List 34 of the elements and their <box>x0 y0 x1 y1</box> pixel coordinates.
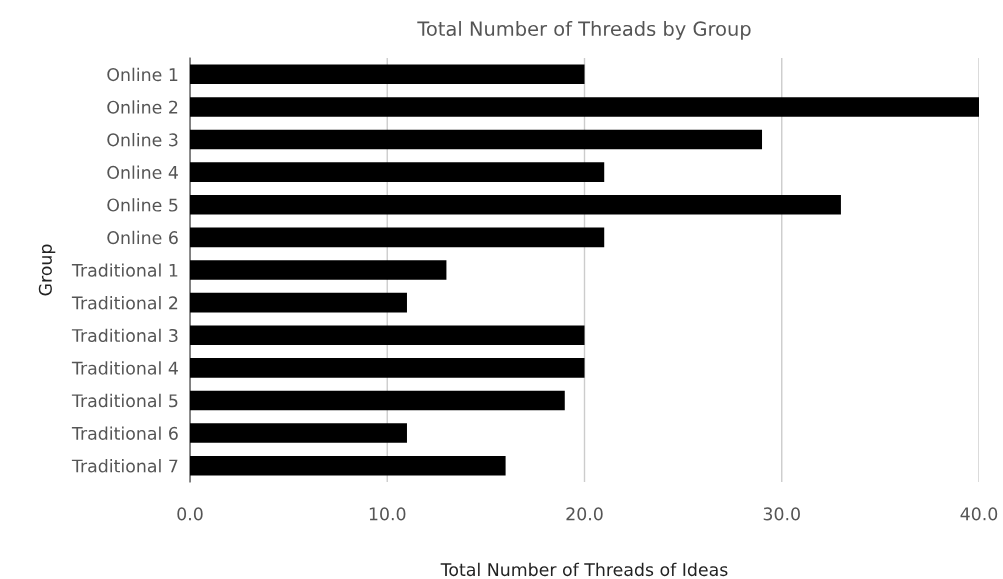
x-tick-label: 40.0 <box>960 507 998 521</box>
y-tick-label: Traditional 4 <box>71 361 178 375</box>
bar <box>190 390 565 411</box>
x-tick-label: 30.0 <box>763 507 800 521</box>
bar <box>190 162 605 182</box>
chart-title: Total Number of Threads by Group <box>417 21 751 40</box>
x-tick-label: 20.0 <box>566 507 603 521</box>
bar <box>190 97 979 117</box>
y-tick-label: Traditional 3 <box>71 328 178 343</box>
bar <box>190 260 447 280</box>
bar <box>190 194 841 215</box>
y-tick-label: Traditional 1 <box>71 263 178 277</box>
y-tick-label: Online 5 <box>107 198 178 212</box>
y-tick-label: Traditional 2 <box>71 296 178 310</box>
x-tick-label: 10.0 <box>369 507 406 521</box>
bar <box>190 325 585 346</box>
y-tick-label: Traditional 7 <box>71 459 178 473</box>
bar <box>190 423 407 443</box>
bar <box>190 292 407 313</box>
bar <box>190 64 585 85</box>
y-tick-label: Online 1 <box>107 67 178 82</box>
y-tick-label: Traditional 5 <box>71 393 178 408</box>
y-axis-title: Group <box>38 244 56 296</box>
y-tick-label: Online 4 <box>107 165 178 179</box>
bar <box>190 358 585 378</box>
bar <box>190 227 605 248</box>
y-tick-label: Online 2 <box>107 100 178 114</box>
y-tick-label: Online 6 <box>107 230 178 245</box>
y-tick-label: Online 3 <box>107 132 178 147</box>
x-tick-label: 0.0 <box>177 507 203 521</box>
bar <box>190 129 763 150</box>
y-tick-label: Traditional 6 <box>71 426 178 440</box>
bar <box>190 455 506 476</box>
x-axis-title: Total Number of Threads of Ideas <box>440 562 728 577</box>
